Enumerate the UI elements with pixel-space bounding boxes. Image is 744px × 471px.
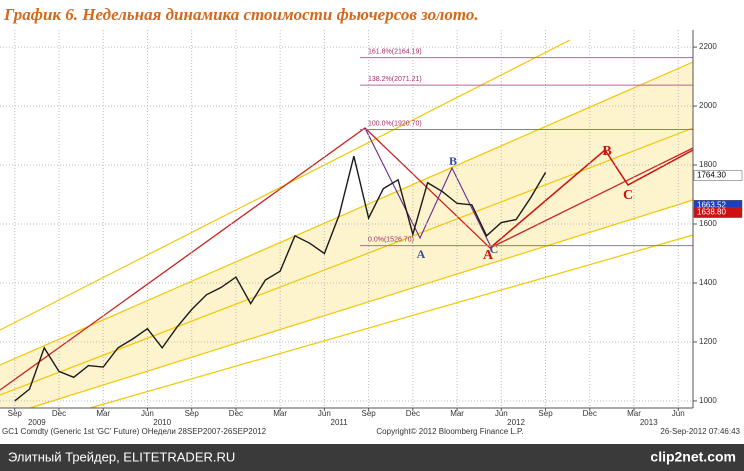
annotation: C <box>623 188 633 203</box>
price-tag <box>693 170 743 181</box>
x-tick-label: Jun <box>495 409 508 418</box>
fib-label: 100.0%(1920.70) <box>368 120 422 127</box>
price-line <box>14 156 547 402</box>
annotation: C <box>490 242 499 256</box>
price-tag-label: 1663.52 <box>697 200 726 209</box>
price-tag <box>693 207 743 218</box>
y-tick-label: 2000 <box>699 101 717 110</box>
y-tick-label: 1200 <box>699 337 717 346</box>
footer-left: GC1 Comdty (Generic 1st 'GC' Future) ОНе… <box>2 427 267 436</box>
x-tick-label: Dec <box>406 409 420 418</box>
x-tick-label: Sep <box>185 409 200 418</box>
price-tag-label: 1764.30 <box>697 171 726 180</box>
fib-label: 0.0%(1526.70) <box>368 236 414 243</box>
price-tag-label: 1638.80 <box>697 208 726 217</box>
fib-label: 161.8%(2164.19) <box>368 49 422 56</box>
x-year-label: 2011 <box>331 418 349 427</box>
x-tick-label: Sep <box>361 409 376 418</box>
annotation: B <box>602 144 611 159</box>
y-tick-label: 1800 <box>699 160 717 169</box>
bottom-bar <box>0 444 744 471</box>
x-year-label: 2009 <box>28 418 46 427</box>
x-tick-label: Dec <box>52 409 66 418</box>
x-tick-label: Jun <box>318 409 331 418</box>
x-tick-label: Mar <box>627 409 641 418</box>
forecast-line <box>489 148 694 249</box>
y-tick-label: 1600 <box>699 219 717 228</box>
footer-center: Copyright© 2012 Bloomberg Finance L.P. <box>376 427 523 436</box>
x-tick-label: Sep <box>8 409 23 418</box>
x-year-label: 2010 <box>153 418 171 427</box>
annotation: B <box>449 154 457 168</box>
x-tick-label: Jun <box>141 409 154 418</box>
x-tick-label: Mar <box>450 409 464 418</box>
annotation: A <box>417 247 426 261</box>
source: Элитный Трейдер, ELITETRADER.RU <box>8 449 235 464</box>
y-tick-label: 1400 <box>699 278 717 287</box>
watermark: clip2net.com <box>650 449 736 465</box>
x-tick-label: Dec <box>583 409 597 418</box>
x-tick-label: Sep <box>538 409 553 418</box>
x-year-label: 2012 <box>507 418 525 427</box>
y-tick-label: 2200 <box>699 42 717 51</box>
chart-title: График 6. Недельная динамика стоимости ф… <box>3 5 479 24</box>
x-tick-label: Mar <box>273 409 287 418</box>
x-tick-label: Mar <box>96 409 110 418</box>
x-tick-label: Jun <box>672 409 685 418</box>
x-year-label: 2013 <box>640 418 658 427</box>
footer-right: 26-Sep-2012 07:46:43 <box>660 427 740 436</box>
trend-line <box>0 127 694 391</box>
fib-label: 138.2%(2071.21) <box>368 76 422 83</box>
annotation: A <box>483 248 494 263</box>
y-tick-label: 1000 <box>699 396 717 405</box>
channel-fill <box>0 62 693 408</box>
x-tick-label: Dec <box>229 409 243 418</box>
